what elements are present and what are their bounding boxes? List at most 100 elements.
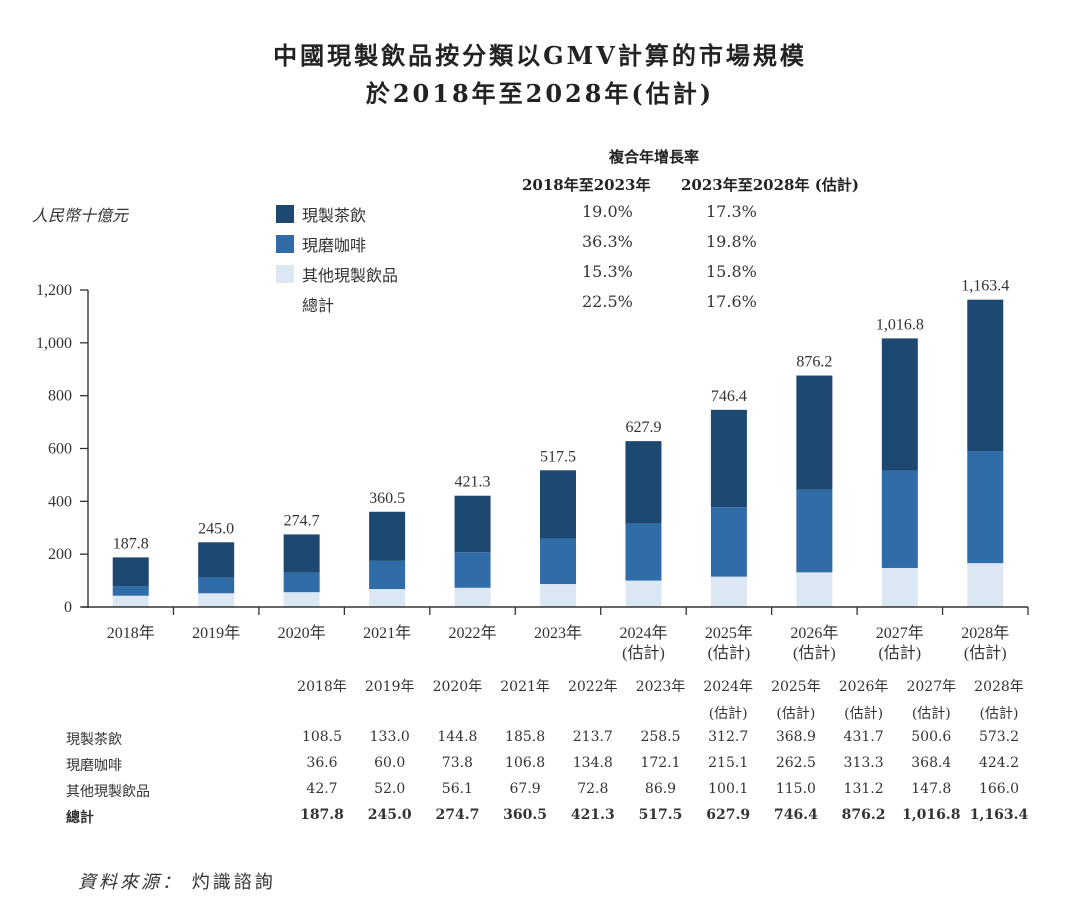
bar-segment [796,489,833,573]
table-year-header: 2021年 [500,679,550,695]
table-cell: 424.2 [978,755,1020,771]
x-tick-label: 2019年 [192,624,240,642]
table-cell: 312.7 [708,729,749,745]
bar-segment [198,542,235,578]
chart-subtitle: 於2018年至2028年(估計) [365,79,715,108]
bar-segment [112,557,149,587]
bar-segment [967,563,1004,607]
table-cell: 56.1 [441,781,473,797]
x-tick-label: 2026年 [790,624,838,642]
bar-segment [112,586,149,596]
table-year-subheader: (估計) [979,706,1019,722]
table-year-header: 2025年 [771,679,821,695]
table-cell: 100.1 [708,781,749,797]
y-tick-label: 1,000 [36,335,72,352]
cagr-value-2: 17.6% [706,292,757,311]
table-cell: 166.0 [978,781,1020,797]
bar-segment [283,572,320,593]
legend-label: 現磨咖啡 [302,236,367,255]
bar-segment [710,507,747,577]
cagr-value-2: 17.3% [706,202,757,221]
table-cell: 368.4 [911,755,952,771]
bar-segment [283,592,320,607]
x-tick-sublabel: (估計) [964,644,1007,662]
legend-label: 總計 [302,296,335,315]
bar-segment [369,589,406,607]
table-cell: 134.8 [572,755,613,771]
table-cell: 185.8 [505,729,546,745]
cagr-column-1-header: 2018年至2023年 [522,176,651,194]
cagr-value-1: 36.3% [582,232,633,251]
table-row-label: 總計 [66,810,94,826]
source-label: 資料來源： [78,872,183,893]
table-cell: 573.2 [978,729,1020,745]
table-year-subheader: (估計) [708,706,748,722]
table-cell: 876.2 [841,807,886,823]
bar-segment [881,470,918,568]
table-cell: 52.0 [374,781,406,797]
table-cell: 213.7 [572,729,613,745]
bar-segment [540,584,576,607]
table-cell: 108.5 [301,729,343,745]
table-row-label: 現製茶飲 [66,732,122,748]
table-cell: 187.8 [300,807,344,823]
bar-total-label: 1,163.4 [961,278,1009,295]
table-year-subheader: (估計) [911,706,951,722]
bar-segment [454,552,491,588]
bar-total-label: 187.8 [113,535,149,552]
cagr-column-2-header: 2023年至2028年 (估計) [681,176,859,194]
bar-total-label: 360.5 [369,490,405,507]
table-cell: 147.8 [911,781,952,797]
x-tick-label: 2022年 [449,624,497,642]
table-cell: 72.8 [577,781,609,797]
table-year-header: 2020年 [432,679,483,695]
y-tick-label: 0 [64,599,72,616]
legend-item-other: 其他現製飲品 15.3% 15.8% [276,262,796,285]
table-cell: 1,016.8 [902,807,961,823]
x-tick-label: 2025年 [705,624,753,642]
chart-title: 中國現製飲品按分類以GMV計算的市場規模 [273,41,807,70]
x-tick-label: 2023年 [534,624,582,642]
table-cell: 421.3 [570,807,615,823]
x-tick-sublabel: (估計) [793,644,836,662]
x-tick-label: 2027年 [876,624,924,642]
source-value: 灼識諮詢 [191,872,276,893]
table-cell: 746.4 [773,807,818,823]
cagr-value-2: 15.8% [706,262,757,281]
y-tick-label: 800 [48,388,72,405]
table-cell: 36.6 [306,755,338,771]
x-tick-label: 2028年 [961,624,1009,642]
bar-segment [625,523,662,581]
legend-item-total: 總計 22.5% 17.6% [276,292,796,315]
table-cell: 431.7 [843,729,884,745]
legend-item-coffee: 現磨咖啡 36.3% 19.8% [276,232,796,255]
table-cell: 60.0 [374,755,406,771]
table-year-header: 2027年 [906,679,957,695]
table-cell: 131.2 [843,781,884,797]
legend-swatch-other [276,265,294,283]
table-cell: 368.9 [775,729,816,745]
table-year-subheader: (估計) [776,706,816,722]
table-cell: 262.5 [775,755,816,771]
table-year-subheader: (估計) [844,706,884,722]
table-cell: 1,163.4 [969,807,1029,823]
x-tick-label: 2024年 [619,624,667,642]
legend-item-tea: 現製茶飲 19.0% 17.3% [276,202,796,225]
bar-total-label: 245.0 [198,520,234,537]
bar-segment [881,567,918,607]
table-cell: 172.1 [640,755,681,771]
table-year-header: 2023年 [635,679,686,695]
bar-segment [796,572,833,607]
y-tick-label: 1,200 [36,282,72,299]
bar-segment [710,576,747,607]
table-year-header: 2018年 [297,679,347,695]
legend-swatch-tea [276,205,294,223]
legend-label: 現製茶飲 [302,206,367,225]
table-cell: 67.9 [509,781,541,797]
source-note: 資料來源： 灼識諮詢 [78,868,276,894]
bar-segment [454,495,491,553]
bar-segment [369,560,406,590]
bar-segment [369,511,406,561]
table-year-header: 2026年 [838,679,889,695]
bar-segment [198,593,235,607]
